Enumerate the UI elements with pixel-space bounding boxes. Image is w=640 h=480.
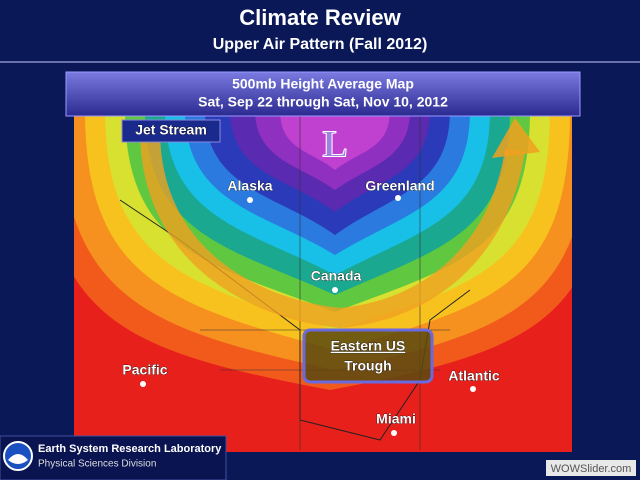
footer-division: Physical Sciences Division <box>38 459 156 470</box>
place-dot <box>391 430 397 436</box>
footer-box <box>0 435 227 480</box>
place-label: Greenland <box>365 178 434 194</box>
trough-label: Trough <box>344 358 391 374</box>
place-label: Atlantic <box>448 368 500 384</box>
place-dot <box>247 197 253 203</box>
slide-subtitle: Upper Air Pattern (Fall 2012) <box>213 36 428 53</box>
jet-arrow <box>492 118 540 158</box>
place-dot <box>332 287 338 293</box>
jet-stream <box>140 129 525 329</box>
place-dot <box>395 195 401 201</box>
place-dot <box>470 386 476 392</box>
place-label: Canada <box>311 268 362 284</box>
map-period: Sat, Sep 22 through Sat, Nov 10, 2012 <box>198 94 448 110</box>
jet-label-box <box>121 119 221 143</box>
trough-box <box>302 328 434 384</box>
slide-title: Climate Review <box>239 5 401 30</box>
place-label: Alaska <box>227 178 272 194</box>
noaa-logo-gull <box>8 454 28 464</box>
place-dot <box>140 381 146 387</box>
watermark-box <box>546 460 636 476</box>
jet-label: Jet Stream <box>135 122 207 138</box>
watermark: WOWSlider.com <box>551 463 632 475</box>
map-heading: 500mb Height Average Map <box>232 76 414 92</box>
height-map <box>74 112 572 452</box>
place-label: Pacific <box>122 362 167 378</box>
map-header <box>65 71 581 117</box>
trough-label: Eastern US <box>331 338 406 354</box>
place-label: Miami <box>376 411 416 427</box>
footer-lab: Earth System Research Laboratory <box>38 443 222 455</box>
low-label: L <box>322 124 347 166</box>
